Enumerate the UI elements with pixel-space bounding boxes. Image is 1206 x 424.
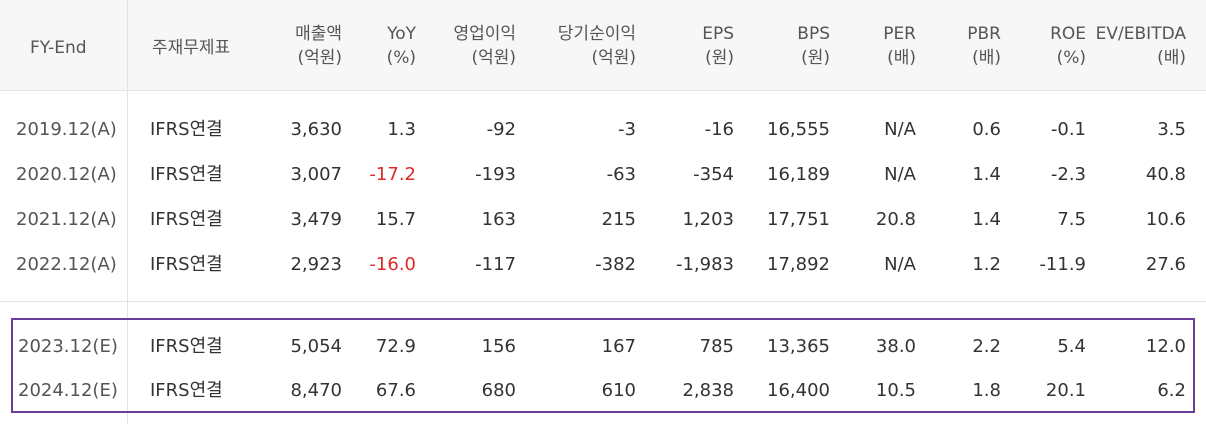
op-income-cell: 163	[481, 209, 516, 230]
yoy-cell: 1.3	[387, 119, 416, 140]
header-ev-ebitda: EV/EBITDA (배)	[1095, 24, 1186, 68]
bps-cell: 16,189	[767, 164, 830, 185]
bps-cell: 16,555	[767, 119, 830, 140]
header-fy-end: FY-End	[30, 38, 87, 58]
statement-cell: IFRS연결	[150, 209, 223, 230]
ev-ebitda-cell: 3.5	[1157, 119, 1186, 140]
header-main-statement: 주재무제표	[152, 38, 231, 58]
header-net-income: 당기순이익 (억원)	[557, 24, 636, 68]
per-cell: N/A	[884, 119, 916, 140]
net-income-cell: -3	[618, 119, 636, 140]
per-cell: 38.0	[875, 336, 916, 357]
column-divider	[127, 0, 128, 424]
header-op-income: 영업이익 (억원)	[453, 24, 516, 68]
header-pbr: PBR (배)	[967, 24, 1001, 68]
estimate-highlight-box	[11, 318, 1195, 413]
roe-cell: 20.1	[1045, 380, 1086, 401]
header-yoy: YoY (%)	[386, 24, 416, 68]
header-revenue: 매출액 (억원)	[295, 24, 342, 68]
yoy-cell: -16.0	[369, 254, 416, 275]
ev-ebitda-cell: 27.6	[1145, 254, 1186, 275]
roe-cell: -2.3	[1050, 164, 1086, 185]
roe-cell: 5.4	[1057, 336, 1086, 357]
statement-cell: IFRS연결	[150, 119, 223, 140]
table-row: 2022.12(A) IFRS연결 2,923 -16.0 -117 -382 …	[0, 242, 1206, 287]
header-roe: ROE (%)	[1050, 24, 1086, 68]
roe-cell: 7.5	[1057, 209, 1086, 230]
fy-cell: 2024.12(E)	[18, 380, 118, 401]
bps-cell: 16,400	[767, 380, 830, 401]
revenue-cell: 2,923	[290, 254, 342, 275]
roe-cell: -11.9	[1039, 254, 1086, 275]
pbr-cell: 2.2	[972, 336, 1001, 357]
table-row: 2020.12(A) IFRS연결 3,007 -17.2 -193 -63 -…	[0, 152, 1206, 197]
bps-cell: 17,892	[767, 254, 830, 275]
table-row: 2021.12(A) IFRS연결 3,479 15.7 163 215 1,2…	[0, 197, 1206, 242]
yoy-cell: 72.9	[375, 336, 416, 357]
net-income-cell: 215	[601, 209, 636, 230]
header-bps: BPS (원)	[797, 24, 830, 68]
fy-cell: 2023.12(E)	[18, 336, 118, 357]
bps-cell: 17,751	[767, 209, 830, 230]
eps-cell: -16	[704, 119, 734, 140]
pbr-cell: 1.4	[972, 164, 1001, 185]
yoy-cell: 15.7	[375, 209, 416, 230]
eps-cell: -1,983	[675, 254, 734, 275]
bps-cell: 13,365	[767, 336, 830, 357]
eps-cell: 785	[699, 336, 734, 357]
op-income-cell: 156	[481, 336, 516, 357]
fy-cell: 2020.12(A)	[16, 164, 117, 185]
op-income-cell: 680	[481, 380, 516, 401]
revenue-cell: 5,054	[290, 336, 342, 357]
statement-cell: IFRS연결	[150, 336, 223, 357]
net-income-cell: 167	[601, 336, 636, 357]
pbr-cell: 1.8	[972, 380, 1001, 401]
fy-cell: 2021.12(A)	[16, 209, 117, 230]
eps-cell: -354	[693, 164, 734, 185]
per-cell: 10.5	[875, 380, 916, 401]
statement-cell: IFRS연결	[150, 380, 223, 401]
pbr-cell: 1.4	[972, 209, 1001, 230]
statement-cell: IFRS연결	[150, 254, 223, 275]
revenue-cell: 3,479	[290, 209, 342, 230]
table-row: 2024.12(E) IFRS연결 8,470 67.6 680 610 2,8…	[0, 368, 1206, 413]
per-cell: N/A	[884, 254, 916, 275]
ev-ebitda-cell: 6.2	[1157, 380, 1186, 401]
table-row: 2023.12(E) IFRS연결 5,054 72.9 156 167 785…	[0, 324, 1206, 369]
net-income-cell: 610	[601, 380, 636, 401]
actual-estimate-divider	[0, 301, 1206, 302]
net-income-cell: -382	[595, 254, 636, 275]
revenue-cell: 8,470	[290, 380, 342, 401]
table-header	[0, 0, 1206, 91]
pbr-cell: 0.6	[972, 119, 1001, 140]
op-income-cell: -117	[475, 254, 516, 275]
fy-cell: 2019.12(A)	[16, 119, 117, 140]
op-income-cell: -193	[475, 164, 516, 185]
net-income-cell: -63	[606, 164, 636, 185]
yoy-cell: 67.6	[375, 380, 416, 401]
eps-cell: 2,838	[682, 380, 734, 401]
eps-cell: 1,203	[682, 209, 734, 230]
header-per: PER (배)	[883, 24, 916, 68]
revenue-cell: 3,630	[290, 119, 342, 140]
ev-ebitda-cell: 10.6	[1145, 209, 1186, 230]
ev-ebitda-cell: 12.0	[1145, 336, 1186, 357]
fy-cell: 2022.12(A)	[16, 254, 117, 275]
per-cell: N/A	[884, 164, 916, 185]
per-cell: 20.8	[875, 209, 916, 230]
revenue-cell: 3,007	[290, 164, 342, 185]
statement-cell: IFRS연결	[150, 164, 223, 185]
roe-cell: -0.1	[1050, 119, 1086, 140]
yoy-cell: -17.2	[369, 164, 416, 185]
op-income-cell: -92	[486, 119, 516, 140]
header-eps: EPS (원)	[702, 24, 734, 68]
table-row: 2019.12(A) IFRS연결 3,630 1.3 -92 -3 -16 1…	[0, 107, 1206, 152]
ev-ebitda-cell: 40.8	[1145, 164, 1186, 185]
pbr-cell: 1.2	[972, 254, 1001, 275]
